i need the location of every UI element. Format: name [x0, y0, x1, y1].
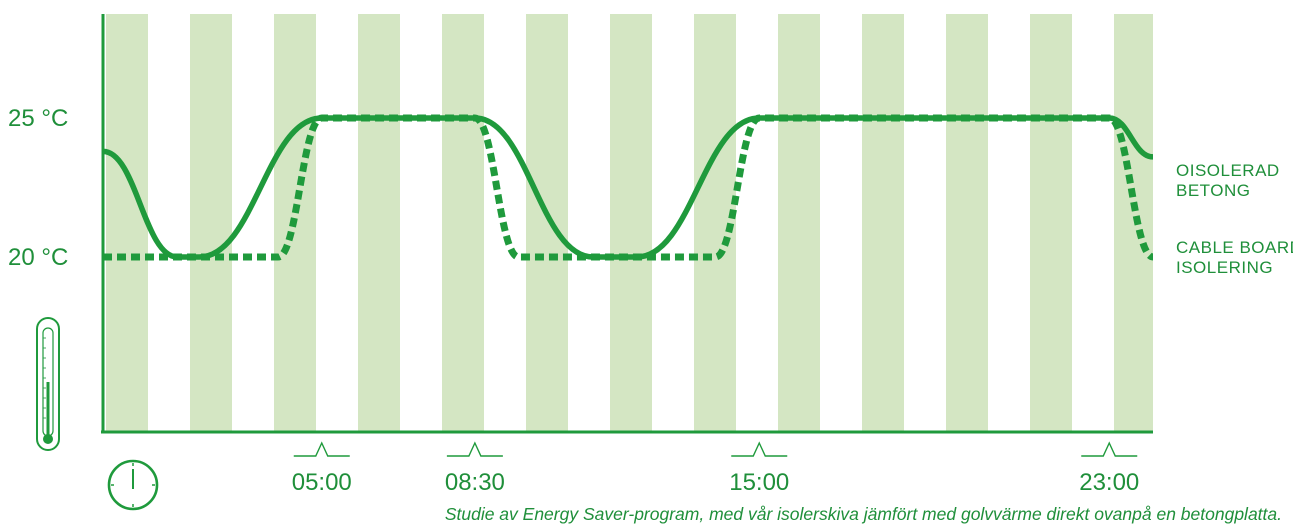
x-tick-label: 23:00 [1079, 469, 1139, 496]
x-tick-label: 15:00 [729, 469, 789, 496]
y-tick-label: 20 °C [8, 244, 68, 271]
series-label: CABLE BOARD [1176, 238, 1293, 257]
series-label: ISOLERING [1176, 258, 1273, 277]
series-line-betong [102, 115, 1154, 260]
chart-ticks [293, 441, 1138, 457]
stripe-grid [106, 14, 1153, 432]
stripe [358, 14, 400, 432]
x-tick-marker [731, 441, 788, 457]
stripe [190, 14, 232, 432]
stripe [1114, 14, 1153, 432]
stripe [694, 14, 736, 432]
chart-series [102, 114, 1155, 261]
series-label: OISOLERAD [1176, 161, 1280, 180]
stripe [610, 14, 652, 432]
chart-caption: Studie av Energy Saver-program, med vår … [445, 504, 1282, 524]
stripe [778, 14, 820, 432]
series-label: BETONG [1176, 181, 1250, 200]
stripe [946, 14, 988, 432]
y-tick-label: 25 °C [8, 105, 68, 132]
stripe [862, 14, 904, 432]
chart-labels: 25 °C 20 °C 05:00 08:30 15:00 23:00 OISOLERADB… [8, 105, 1293, 524]
stripe [526, 14, 568, 432]
thermometer-icon [36, 317, 60, 451]
stripe [1030, 14, 1072, 432]
x-tick-marker [293, 441, 350, 457]
series-line-isolering [103, 114, 1155, 261]
x-tick-marker [1081, 441, 1138, 457]
x-tick-marker [446, 441, 503, 457]
x-tick-label: 08:30 [445, 469, 505, 496]
x-tick-label: 05:00 [292, 469, 352, 496]
stripe [442, 14, 484, 432]
stripe [106, 14, 148, 432]
chart-axes [101, 14, 1153, 434]
clock-icon [107, 459, 159, 511]
